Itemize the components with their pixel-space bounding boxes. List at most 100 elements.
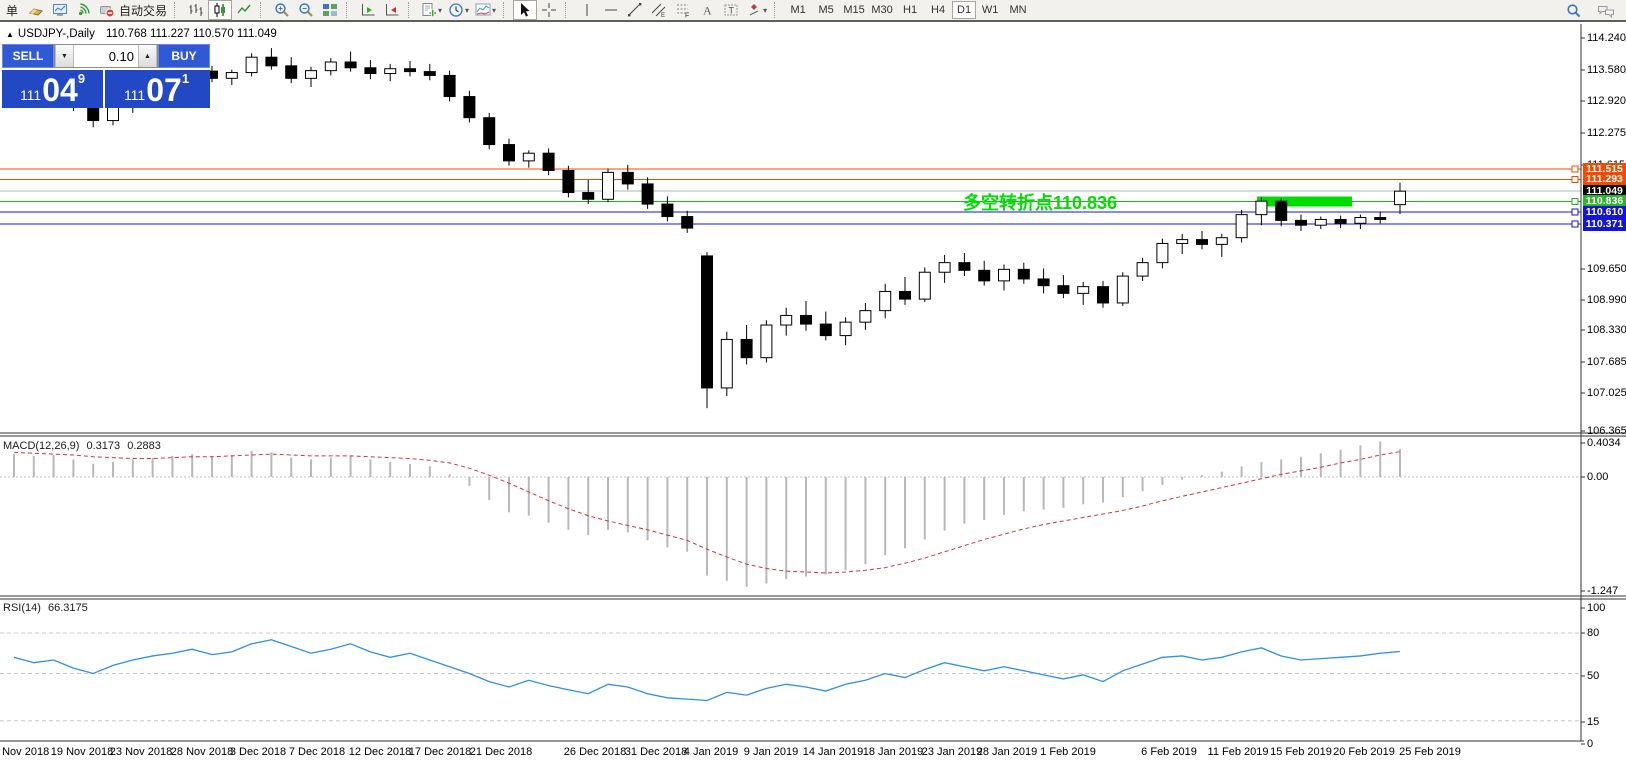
date-label: 15 Feb 2019 — [1270, 746, 1332, 758]
svg-text:F: F — [685, 13, 689, 19]
sell-price-big: 04 — [42, 72, 78, 108]
axis-tick-label: 0.00 — [1587, 471, 1609, 483]
axis-tick-label: 108.330 — [1587, 324, 1626, 336]
crosshair-button[interactable] — [537, 0, 561, 20]
collapse-icon[interactable]: ▲ — [6, 30, 14, 39]
date-label: 11 Feb 2019 — [1207, 746, 1269, 758]
toolbar-separator — [503, 2, 510, 18]
chart-canvas[interactable] — [0, 24, 1626, 771]
svg-text:A: A — [703, 4, 712, 18]
sell-button[interactable]: SELL — [2, 44, 54, 68]
price-tag: 111.049 — [1583, 184, 1626, 198]
toolbar-separator — [408, 2, 415, 18]
sell-price-small: 111 — [19, 87, 42, 103]
date-label: 6 Feb 2019 — [1141, 746, 1197, 758]
toolbar-separator — [774, 2, 781, 18]
auto-scroll-button[interactable] — [380, 0, 404, 20]
candlestick-chart-type-button[interactable] — [208, 0, 233, 20]
volume-increase-button[interactable]: ▲ — [138, 45, 157, 67]
date-label: 21 Dec 2018 — [469, 746, 533, 758]
timeframe-m5-button[interactable]: M5 — [818, 4, 834, 16]
date-label: 31 Dec 2018 — [624, 746, 688, 758]
svg-text:E: E — [661, 13, 665, 18]
indicators-button[interactable]: ▾ — [472, 0, 499, 20]
timeframe-m15-button[interactable]: M15 — [843, 4, 865, 16]
date-label: 12 Dec 2018 — [348, 746, 412, 758]
zoom-in-button[interactable] — [270, 0, 294, 20]
buy-price-small: 111 — [123, 87, 146, 103]
volume-decrease-button[interactable]: ▼ — [55, 45, 74, 67]
timeframe-h1-button[interactable]: H1 — [903, 4, 918, 16]
buy-price[interactable]: 111 07 1 — [105, 70, 208, 108]
volume-input[interactable]: 0.10 — [74, 45, 138, 67]
vertical-line-button[interactable] — [575, 0, 599, 20]
date-label: 28 Jan 2019 — [976, 746, 1038, 758]
date-label: 23 Nov 2018 — [109, 746, 173, 758]
toolbar: 单 自动交易 — [0, 0, 1626, 22]
new-order-button[interactable]: ▾ — [418, 0, 445, 20]
dropdown-arrow-icon: ▾ — [438, 5, 443, 15]
toolbar-separator — [174, 2, 181, 18]
community-chat-icon[interactable] — [1594, 1, 1618, 21]
axis-tick-label: 108.990 — [1587, 294, 1626, 306]
date-label: 3 Dec 2018 — [229, 746, 287, 758]
bar-chart-type-button[interactable] — [184, 0, 208, 20]
zoom-out-button[interactable] — [294, 0, 318, 20]
fibonacci-button[interactable]: F — [671, 0, 695, 20]
text-label-button[interactable]: T — [719, 0, 743, 20]
chart-header: ▲ USDJPY-,Daily 110.768 111.227 110.570 1… — [6, 28, 277, 40]
timeframe-d1-button[interactable]: D1 — [952, 1, 977, 19]
search-icon[interactable] — [1562, 1, 1586, 21]
buy-button[interactable]: BUY — [158, 44, 210, 68]
gold-bar-icon[interactable] — [24, 0, 48, 20]
toolbar-separator — [565, 2, 572, 18]
timeframe-mn-button[interactable]: MN — [1009, 4, 1027, 16]
periods-button[interactable]: ▾ — [445, 0, 472, 20]
timeframe-m1-button[interactable]: M1 — [790, 4, 806, 16]
date-label: 26 Dec 2018 — [563, 746, 627, 758]
rsi-label: RSI(14) 66.3175 — [3, 602, 88, 614]
autotrading-button[interactable]: 自动交易 — [96, 0, 170, 20]
annotation-text[interactable]: 多空转折点110.836 — [963, 193, 1118, 213]
axis-tick-label: 107.025 — [1587, 387, 1626, 399]
tile-windows-button[interactable] — [318, 0, 342, 20]
price-tag: 111.293 — [1583, 173, 1626, 186]
autotrading-icon — [100, 6, 115, 18]
timeframe-w1-button[interactable]: W1 — [981, 4, 999, 16]
date-label: 4 Jan 2019 — [683, 746, 739, 758]
timeframe-h4-button[interactable]: H4 — [931, 4, 946, 16]
signal-icon[interactable] — [72, 0, 96, 20]
axis-tick-label: 0 — [1587, 738, 1594, 750]
arrows-button[interactable]: ▾ — [743, 0, 770, 20]
timeframe-m30-button[interactable]: M30 — [871, 4, 893, 16]
trend-line-button[interactable] — [623, 0, 647, 20]
svg-text:T: T — [729, 6, 735, 16]
line-chart-type-button[interactable] — [232, 0, 256, 20]
horizontal-line-button[interactable] — [599, 0, 623, 20]
date-label: 25 Feb 2019 — [1399, 746, 1461, 758]
axis-tick-label: 50 — [1587, 670, 1600, 682]
orders-button[interactable]: 单 — [5, 3, 18, 18]
axis-tick-label: 100 — [1587, 602, 1606, 614]
macd-signal-value: 0.2883 — [127, 440, 161, 452]
axis-tick-label: 109.650 — [1587, 263, 1626, 275]
macd-main-value: 0.3173 — [86, 440, 121, 452]
sell-price-sup: 9 — [77, 71, 86, 86]
axis-tick-label: 107.685 — [1587, 356, 1626, 368]
dropdown-arrow-icon: ▾ — [465, 5, 470, 15]
chart-shift-button[interactable] — [356, 0, 380, 20]
chart-area: ▲ USDJPY-,Daily 110.768 111.227 110.570 1… — [0, 24, 1626, 771]
buy-price-big: 07 — [146, 72, 182, 108]
axis-tick-label: 114.240 — [1587, 32, 1626, 44]
ohlc-label: 110.768 111.227 110.570 111.049 — [106, 28, 277, 40]
date-label: 19 Nov 2018 — [50, 746, 114, 758]
cursor-button[interactable] — [513, 0, 538, 20]
toolbar-separator — [260, 2, 267, 18]
text-button[interactable]: A — [695, 0, 719, 20]
date-label: 1 Feb 2019 — [1040, 746, 1096, 758]
equidistant-channel-button[interactable]: E — [647, 0, 671, 20]
date-label: 9 Jan 2019 — [743, 746, 799, 758]
sell-price[interactable]: 111 04 9 — [2, 70, 105, 108]
new-chart-icon[interactable] — [48, 0, 72, 20]
